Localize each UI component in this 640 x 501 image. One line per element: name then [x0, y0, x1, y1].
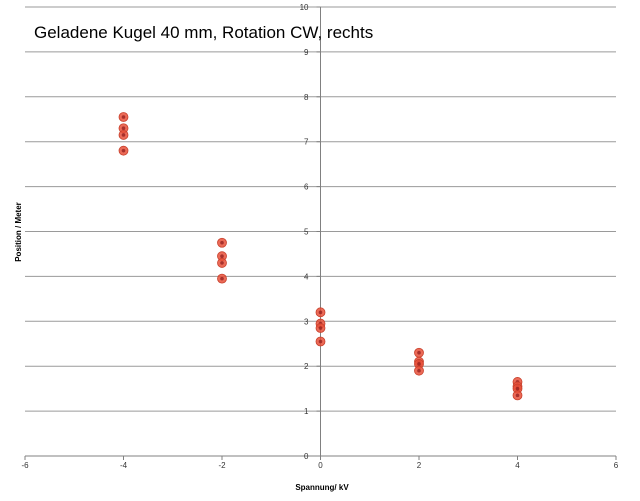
- x-tick-label: -6: [21, 461, 29, 470]
- y-tick-label: 5: [304, 228, 309, 237]
- data-point: [414, 365, 424, 376]
- data-point: [217, 273, 227, 284]
- x-tick-label: 2: [417, 461, 422, 470]
- axes: [24, 6, 617, 460]
- data-point: [512, 383, 523, 394]
- data-point: [512, 390, 523, 401]
- data-point: [315, 323, 326, 333]
- data-point: [118, 130, 129, 140]
- y-tick-labels: 0 1 2 3 4 5 6 7 8 9 10: [300, 3, 309, 461]
- y-tick-label: 8: [304, 93, 309, 102]
- x-tick-label: -2: [218, 461, 226, 470]
- y-tick-label: 3: [304, 317, 309, 326]
- data-points: [118, 112, 523, 401]
- data-point: [414, 359, 424, 369]
- y-tick-label: 0: [304, 452, 309, 461]
- data-point: [118, 112, 129, 122]
- y-tick-label: 1: [304, 407, 309, 416]
- y-tick-label: 2: [304, 362, 309, 371]
- y-tick-label: 6: [304, 183, 309, 192]
- data-point: [217, 258, 227, 268]
- x-tick-label: 6: [614, 461, 619, 470]
- x-tick-label: 0: [318, 461, 323, 470]
- x-tick-labels: -6 -4 -2 0 2 4 6: [21, 461, 618, 470]
- y-tick-label: 7: [304, 138, 309, 147]
- x-tick-label: -4: [120, 461, 128, 470]
- chart-title: Geladene Kugel 40 mm, Rotation CW, recht…: [34, 23, 373, 42]
- data-point: [315, 307, 326, 318]
- x-axis-label: Spannung/ kV: [295, 483, 349, 492]
- y-axis-label: Position / Meter: [14, 202, 23, 262]
- y-tick-label: 10: [300, 3, 309, 12]
- data-point: [217, 237, 227, 248]
- y-tick-label: 9: [304, 48, 309, 57]
- data-point: [315, 336, 326, 347]
- y-tick-label: 4: [304, 272, 309, 281]
- data-point: [414, 347, 424, 358]
- data-point: [118, 145, 129, 156]
- x-tick-label: 4: [515, 461, 520, 470]
